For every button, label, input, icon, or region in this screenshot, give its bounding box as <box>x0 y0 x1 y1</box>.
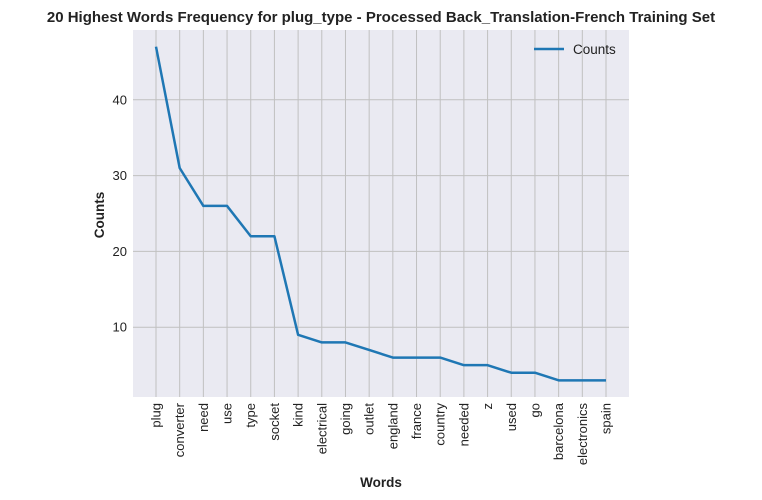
x-tick-label-used: used <box>504 403 519 431</box>
x-tick-label-country: country <box>433 403 448 446</box>
x-tick-label-need: need <box>196 403 211 432</box>
x-tick-label-converter: converter <box>172 402 187 457</box>
x-tick-label-spain: spain <box>599 403 614 434</box>
x-gridlines <box>155 30 607 397</box>
x-tick-label-kind: kind <box>291 403 306 427</box>
x-tick-label-england: england <box>385 403 400 449</box>
x-tick-label-z: z <box>480 403 495 410</box>
y-tick-label-30: 30 <box>113 168 127 183</box>
x-tick-label-needed: needed <box>456 403 471 446</box>
plot-area <box>133 30 629 397</box>
series-counts <box>154 46 607 382</box>
legend: Counts <box>534 42 616 57</box>
x-tick-label-electrical: electrical <box>314 403 329 454</box>
legend-label: Counts <box>573 42 616 57</box>
y-tick-label-20: 20 <box>113 244 127 259</box>
y-tick-label-10: 10 <box>113 320 127 335</box>
x-tick-label-type: type <box>243 403 258 428</box>
y-axis-label: Counts <box>92 192 107 239</box>
x-tick-label-barcelona: barcelona <box>551 402 566 460</box>
x-tick-labels: plug converter need use type socket kind electr… <box>149 402 614 465</box>
x-tick-label-use: use <box>220 403 235 424</box>
x-tick-label-plug: plug <box>149 403 164 428</box>
x-tick-label-electronics: electronics <box>575 403 590 466</box>
y-tick-label-40: 40 <box>113 92 127 107</box>
x-axis-label: Words <box>360 475 402 490</box>
series-line-counts <box>154 46 606 382</box>
y-tick-labels: 10 20 30 40 <box>113 92 127 334</box>
x-tick-label-france: france <box>409 403 424 439</box>
x-tick-label-outlet: outlet <box>362 403 377 435</box>
x-tick-label-socket: socket <box>267 403 282 441</box>
x-tick-label-go: go <box>527 403 542 417</box>
y-gridlines <box>133 99 629 328</box>
chart-title: 20 Highest Words Frequency for plug_type… <box>47 9 715 26</box>
x-tick-label-going: going <box>338 403 353 435</box>
